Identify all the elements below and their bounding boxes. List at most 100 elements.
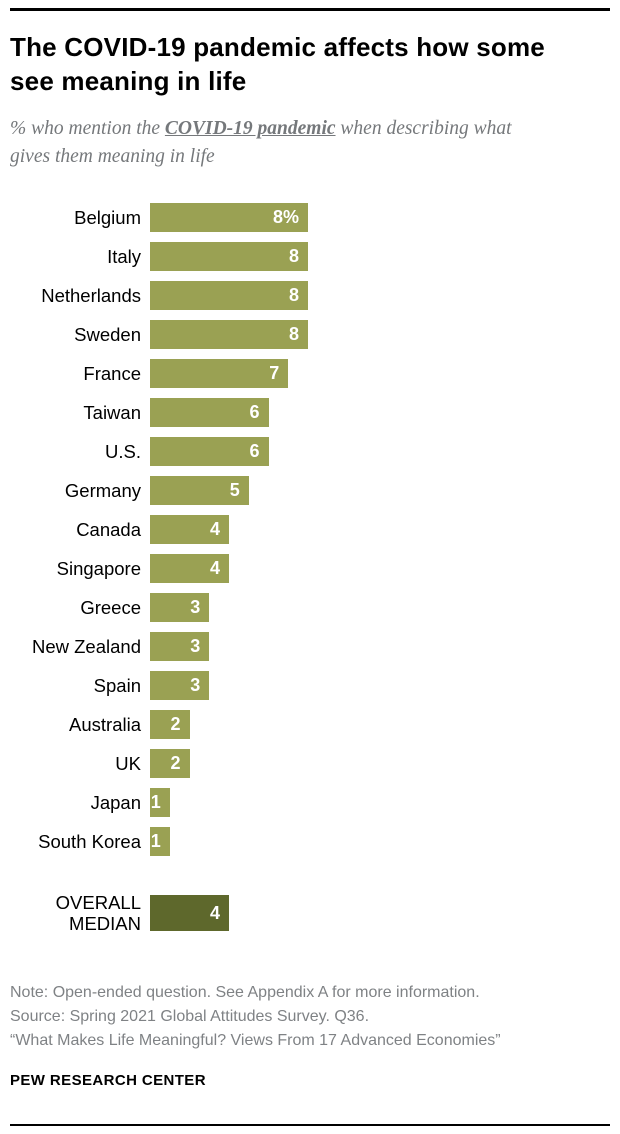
bar: 8 — [150, 242, 308, 272]
bar: 3 — [150, 671, 210, 701]
category-label: Belgium — [74, 206, 141, 228]
category-label: Greece — [80, 596, 141, 618]
category-label: UK — [115, 752, 141, 774]
bar: 8 — [150, 281, 308, 311]
category-label: Canada — [76, 518, 141, 540]
value-label: 3 — [190, 597, 201, 618]
bar: 6 — [150, 437, 269, 467]
value-label: 2 — [170, 753, 181, 774]
bar: 5 — [150, 476, 249, 506]
bar-area: 2 — [150, 749, 610, 779]
bar-row: Germany 5 — [10, 476, 610, 506]
bar-row: New Zealand 3 — [10, 632, 610, 662]
median-label-line2: MEDIAN — [69, 913, 141, 935]
bar-chart: Belgium 8% Italy 8 Netherlands 8 Sweden 8 France… — [10, 203, 610, 857]
category-label: Spain — [93, 674, 141, 696]
bar-row: South Korea 1 — [10, 827, 610, 857]
page-title: The COVID-19 pandemic affects how some s… — [10, 32, 545, 96]
median-label: OVERALL MEDIAN — [10, 892, 150, 935]
bar: 7 — [150, 359, 289, 389]
value-label: 4 — [209, 519, 220, 540]
report-title-text: “What Makes Life Meaningful? Views From … — [10, 1032, 501, 1050]
bar: 1 — [150, 827, 170, 857]
bar-area: 8 — [150, 281, 610, 311]
bar-area: 6 — [150, 398, 610, 428]
median-row: OVERALL MEDIAN 4 — [10, 892, 610, 935]
bar-area: 3 — [150, 671, 610, 701]
value-label: 6 — [249, 402, 260, 423]
bar-area: 4 — [150, 554, 610, 584]
bottom-rule — [10, 1124, 610, 1126]
value-label: 3 — [190, 675, 201, 696]
category-label: France — [83, 362, 141, 384]
bar-row: Netherlands 8 — [10, 281, 610, 311]
category-label: Italy — [107, 245, 141, 267]
bar-row: Japan 1 — [10, 788, 610, 818]
bar-area: 8 — [150, 320, 610, 350]
bar-row: Sweden 8 — [10, 320, 610, 350]
brand-label: PEW RESEARCH CENTER — [10, 1071, 206, 1089]
category-label: Netherlands — [41, 284, 141, 306]
bar-area: 8 — [150, 242, 610, 272]
value-label: 5 — [229, 480, 240, 501]
bar-row: Singapore 4 — [10, 554, 610, 584]
value-label: 3 — [190, 636, 201, 657]
bar-row: Australia 2 — [10, 710, 610, 740]
bar-row: U.S. 6 — [10, 437, 610, 467]
value-label: 8 — [288, 285, 299, 306]
category-label: U.S. — [105, 440, 141, 462]
bar-area: 3 — [150, 632, 610, 662]
category-label: Australia — [69, 713, 141, 735]
bar-area: 5 — [150, 476, 610, 506]
bar: 2 — [150, 749, 190, 779]
value-label: 7 — [269, 363, 280, 384]
value-label: 1 — [150, 831, 161, 852]
subtitle-prefix: % who mention the — [10, 117, 165, 139]
bar: 1 — [150, 788, 170, 818]
bar-row: Belgium 8% — [10, 203, 610, 233]
chart-footer: Note: Open-ended question. See Appendix … — [10, 981, 610, 1089]
bar: 4 — [150, 515, 229, 545]
bar: 3 — [150, 632, 210, 662]
value-label: 6 — [249, 441, 260, 462]
median-label-line1: OVERALL — [55, 892, 141, 914]
median-bar: 4 — [150, 895, 229, 932]
bar-area: 6 — [150, 437, 610, 467]
bar-row: France 7 — [10, 359, 610, 389]
note-text: Note: Open-ended question. See Appendix … — [10, 983, 480, 1001]
bar: 8% — [150, 203, 308, 233]
bar-area: 3 — [150, 593, 610, 623]
category-label: Japan — [90, 791, 141, 813]
category-label: Taiwan — [83, 401, 141, 423]
top-rule — [10, 8, 610, 11]
category-label: South Korea — [38, 830, 141, 852]
value-label: 8% — [272, 207, 299, 228]
bar-area: 8% — [150, 203, 610, 233]
chart-subtitle: % who mention the COVID-19 pandemic when… — [10, 115, 555, 172]
bar-row: Taiwan 6 — [10, 398, 610, 428]
value-label: 2 — [170, 714, 181, 735]
value-label: 1 — [150, 792, 161, 813]
bar-area: 2 — [150, 710, 610, 740]
bar: 3 — [150, 593, 210, 623]
median-value-label: 4 — [209, 902, 220, 923]
value-label: 8 — [288, 246, 299, 267]
bar: 4 — [150, 554, 229, 584]
subtitle-suffix: when describing what gives them meaning … — [10, 117, 512, 167]
category-label: Sweden — [74, 323, 141, 345]
subtitle-emphasis: COVID-19 pandemic — [164, 117, 336, 139]
bar-area: 4 — [150, 515, 610, 545]
category-label: Germany — [64, 479, 141, 501]
median-bar-area: 4 — [150, 895, 610, 932]
bar-row: Italy 8 — [10, 242, 610, 272]
value-label: 4 — [209, 558, 220, 579]
value-label: 8 — [288, 324, 299, 345]
bar-row: Greece 3 — [10, 593, 610, 623]
bar: 2 — [150, 710, 190, 740]
bar: 6 — [150, 398, 269, 428]
bar-row: UK 2 — [10, 749, 610, 779]
bar-row: Spain 3 — [10, 671, 610, 701]
category-label: New Zealand — [31, 635, 141, 657]
bar-area: 1 — [150, 827, 610, 857]
